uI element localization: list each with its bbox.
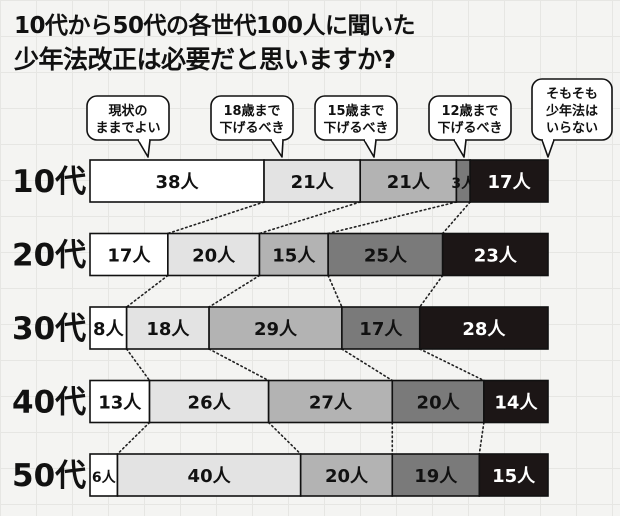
- connector-line: [125, 274, 169, 308]
- legend: 現状のままでよい18歳まで下げるべき15歳まで下げるべき12歳まで下げるべきそも…: [86, 78, 613, 158]
- bar-segment: [359, 159, 458, 203]
- bar-segment: [267, 379, 394, 424]
- legend-pointer: [363, 139, 377, 158]
- legend-label: 12歳まで: [441, 103, 498, 119]
- data-label: 14人: [494, 393, 538, 414]
- bar-segment: [469, 159, 549, 203]
- legend-label: 少年法は: [545, 103, 598, 119]
- connector-line: [478, 421, 485, 455]
- connector-line: [418, 348, 485, 382]
- connector-line: [208, 348, 270, 382]
- bar-segment: [89, 379, 151, 424]
- data-label: 29人: [254, 319, 298, 340]
- data-label: 15人: [492, 466, 536, 487]
- bar-segment: [341, 306, 421, 350]
- connector-line: [267, 421, 302, 455]
- legend-label: 下げるべき: [219, 120, 284, 136]
- row-labels: 10代 20代 30代 40代 50代: [12, 164, 86, 494]
- legend-label: 15歳まで: [327, 103, 384, 119]
- legend-label: ままでよい: [95, 121, 160, 136]
- chart-subtitle: 少年法改正は必要だと思いますか?: [14, 45, 396, 74]
- connector-line: [208, 274, 261, 308]
- data-label: 8人: [93, 319, 125, 340]
- bar-segment: [478, 453, 549, 497]
- connector-line: [441, 201, 471, 235]
- bar-segment: [89, 453, 119, 497]
- bar-segment: [258, 232, 329, 277]
- connector-lines: [116, 201, 485, 455]
- data-label: 23人: [474, 246, 518, 267]
- data-label: 17人: [107, 246, 151, 267]
- data-label: 25人: [364, 246, 408, 267]
- connector-line: [258, 201, 362, 235]
- connector-line: [125, 348, 151, 382]
- data-label: 21人: [291, 172, 335, 193]
- legend-label: 下げるべき: [437, 120, 502, 136]
- connector-line: [327, 201, 458, 235]
- data-label: 20人: [325, 466, 369, 487]
- bar-segment: [89, 306, 128, 350]
- bar-segment: [418, 306, 549, 350]
- row-label: 40代: [12, 385, 86, 421]
- data-label: 15人: [272, 246, 316, 267]
- legend-bubble: [210, 95, 294, 141]
- connector-line: [167, 201, 265, 235]
- legend-label: いらない: [546, 121, 598, 136]
- bar-segment: [116, 453, 302, 497]
- connector-line: [327, 274, 343, 308]
- bar-segment: [125, 306, 210, 350]
- data-label: 17人: [488, 172, 532, 193]
- bar-segment: [89, 159, 265, 203]
- chart-title: 10代から50代の各世代100人に聞いた: [14, 13, 416, 39]
- data-label: 13人: [98, 393, 142, 414]
- legend-label: 下げるべき: [323, 120, 388, 136]
- data-label: 26人: [188, 393, 232, 414]
- bar-segment: [441, 232, 549, 277]
- bar-segment: [391, 379, 485, 424]
- data-label: 27人: [309, 393, 353, 414]
- legend-pointer: [137, 139, 151, 158]
- data-label: 18人: [146, 319, 190, 340]
- row-label: 10代: [12, 164, 86, 200]
- bar-segment: [263, 159, 362, 203]
- data-label: 17人: [359, 319, 403, 340]
- legend-bubble: [428, 95, 512, 141]
- data-label: 21人: [387, 172, 431, 193]
- bar-segment: [167, 232, 261, 277]
- legend-pointer: [453, 139, 467, 158]
- legend-label: 現状の: [108, 103, 147, 119]
- data-label: 40人: [188, 466, 232, 487]
- row-label: 20代: [12, 238, 86, 274]
- connector-line: [116, 421, 151, 455]
- data-label: 6人: [92, 469, 117, 486]
- row-label: 30代: [12, 311, 86, 347]
- data-label: 20人: [192, 246, 236, 267]
- data-label: 20人: [417, 393, 461, 414]
- legend-bubble: [314, 95, 398, 141]
- data-label: 28人: [462, 319, 506, 340]
- bar-segment: [208, 306, 343, 350]
- data-label: 38人: [155, 172, 199, 193]
- legend-bubble: [531, 78, 613, 141]
- data-label: 19人: [414, 466, 458, 487]
- connector-line: [341, 348, 394, 382]
- bar-segment: [483, 379, 549, 424]
- legend-label: 18歳まで: [223, 103, 280, 119]
- legend-label: そもそも: [546, 87, 598, 102]
- row-label: 50代: [12, 458, 86, 494]
- legend-bubble: [86, 95, 170, 141]
- bar-segment: [148, 379, 270, 424]
- connector-line: [418, 274, 444, 308]
- legend-pointer: [541, 139, 555, 158]
- bar-segment: [391, 453, 481, 497]
- legend-pointer: [270, 139, 284, 158]
